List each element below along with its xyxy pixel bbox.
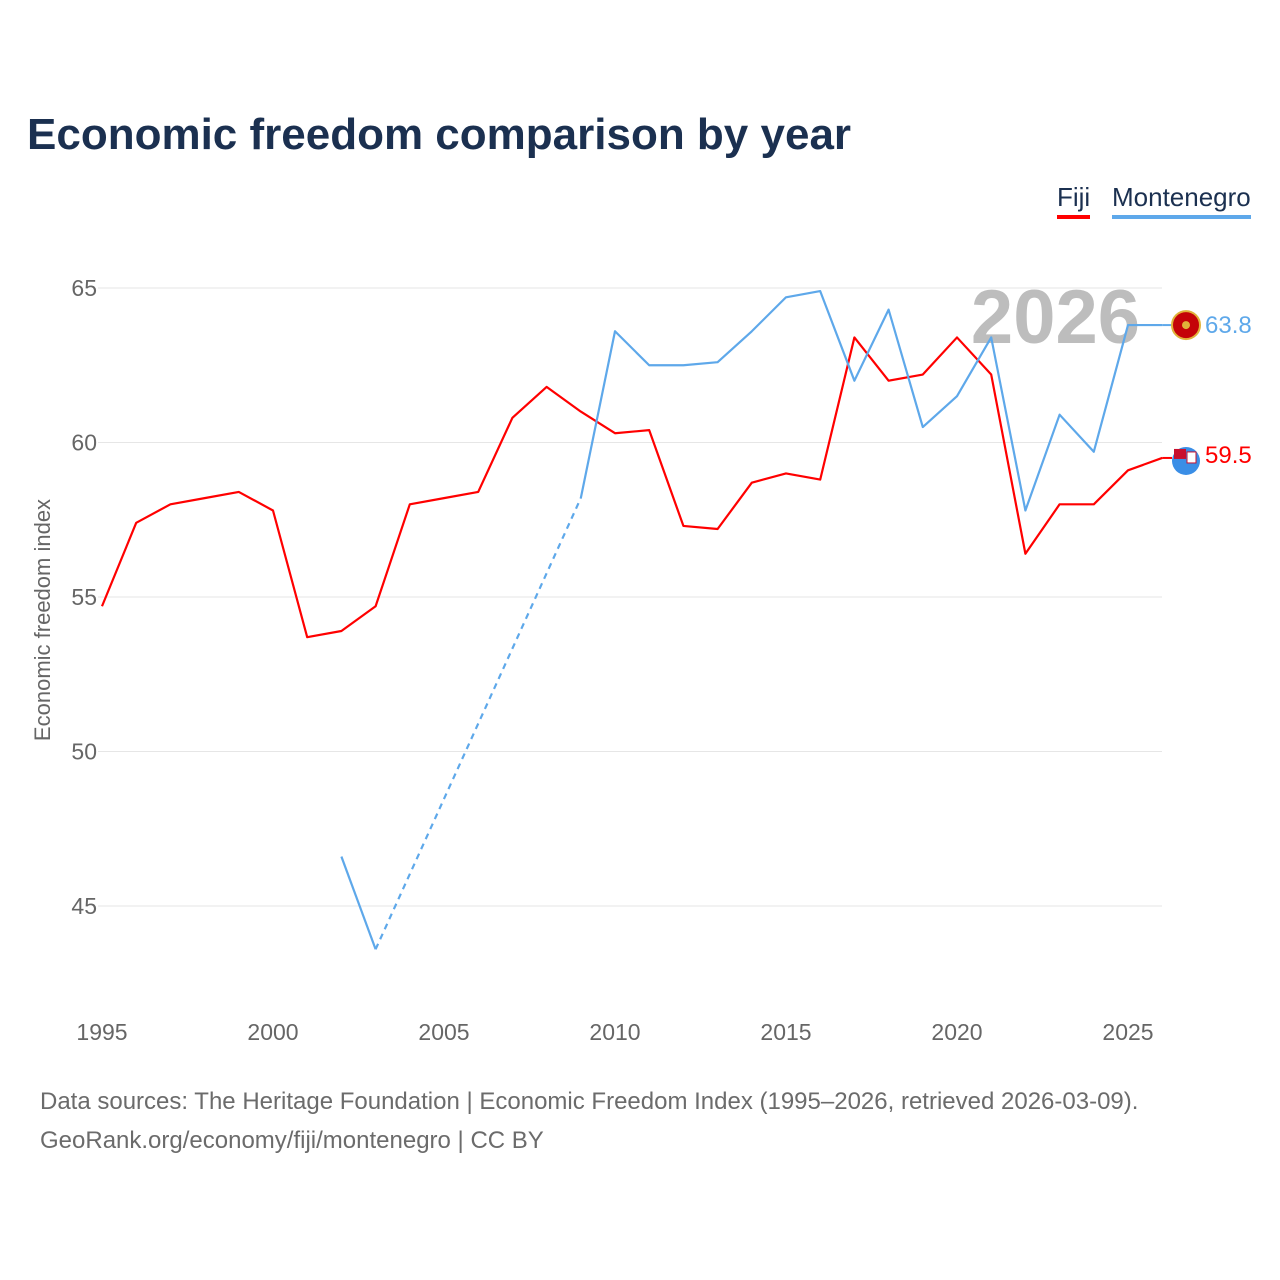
x-tick-label: 2010 bbox=[589, 1019, 640, 1045]
gap-line-montenegro bbox=[374, 497, 582, 950]
y-tick-label: 60 bbox=[71, 430, 97, 456]
end-label-fiji: 59.5 bbox=[1205, 442, 1252, 469]
legend-fiji[interactable]: Fiji bbox=[1057, 182, 1091, 219]
y-tick-label: 55 bbox=[71, 584, 97, 610]
series-line-fiji bbox=[100, 336, 1163, 639]
chart-title: Economic freedom comparison by year bbox=[27, 110, 852, 159]
series-line-montenegro bbox=[340, 856, 377, 950]
series-line-montenegro bbox=[579, 289, 1163, 512]
x-tick-label: 1995 bbox=[76, 1019, 127, 1045]
y-tick-label: 50 bbox=[71, 739, 97, 765]
x-tick-label: 2005 bbox=[418, 1019, 469, 1045]
legend-montenegro[interactable]: Montenegro bbox=[1112, 182, 1251, 219]
x-tick-label: 2015 bbox=[760, 1019, 811, 1045]
y-axis-label: Economic freedom index bbox=[30, 499, 55, 741]
flag-fiji-union bbox=[1174, 448, 1186, 459]
y-tick-label: 45 bbox=[71, 893, 97, 919]
x-tick-label: 2025 bbox=[1102, 1019, 1153, 1045]
footer-sources: Data sources: The Heritage Foundation | … bbox=[40, 1088, 1139, 1115]
flag-fiji-shield bbox=[1186, 451, 1197, 464]
x-tick-label: 2020 bbox=[931, 1019, 982, 1045]
y-tick-label: 65 bbox=[71, 275, 97, 301]
end-label-montenegro: 63.8 bbox=[1205, 312, 1252, 339]
watermark-year: 2026 bbox=[971, 275, 1140, 360]
flag-montenegro-border bbox=[1171, 310, 1201, 341]
flag-montenegro-emblem bbox=[1182, 321, 1190, 330]
footer-attribution: GeoRank.org/economy/fiji/montenegro | CC… bbox=[40, 1127, 544, 1154]
x-tick-label: 2000 bbox=[247, 1019, 298, 1045]
